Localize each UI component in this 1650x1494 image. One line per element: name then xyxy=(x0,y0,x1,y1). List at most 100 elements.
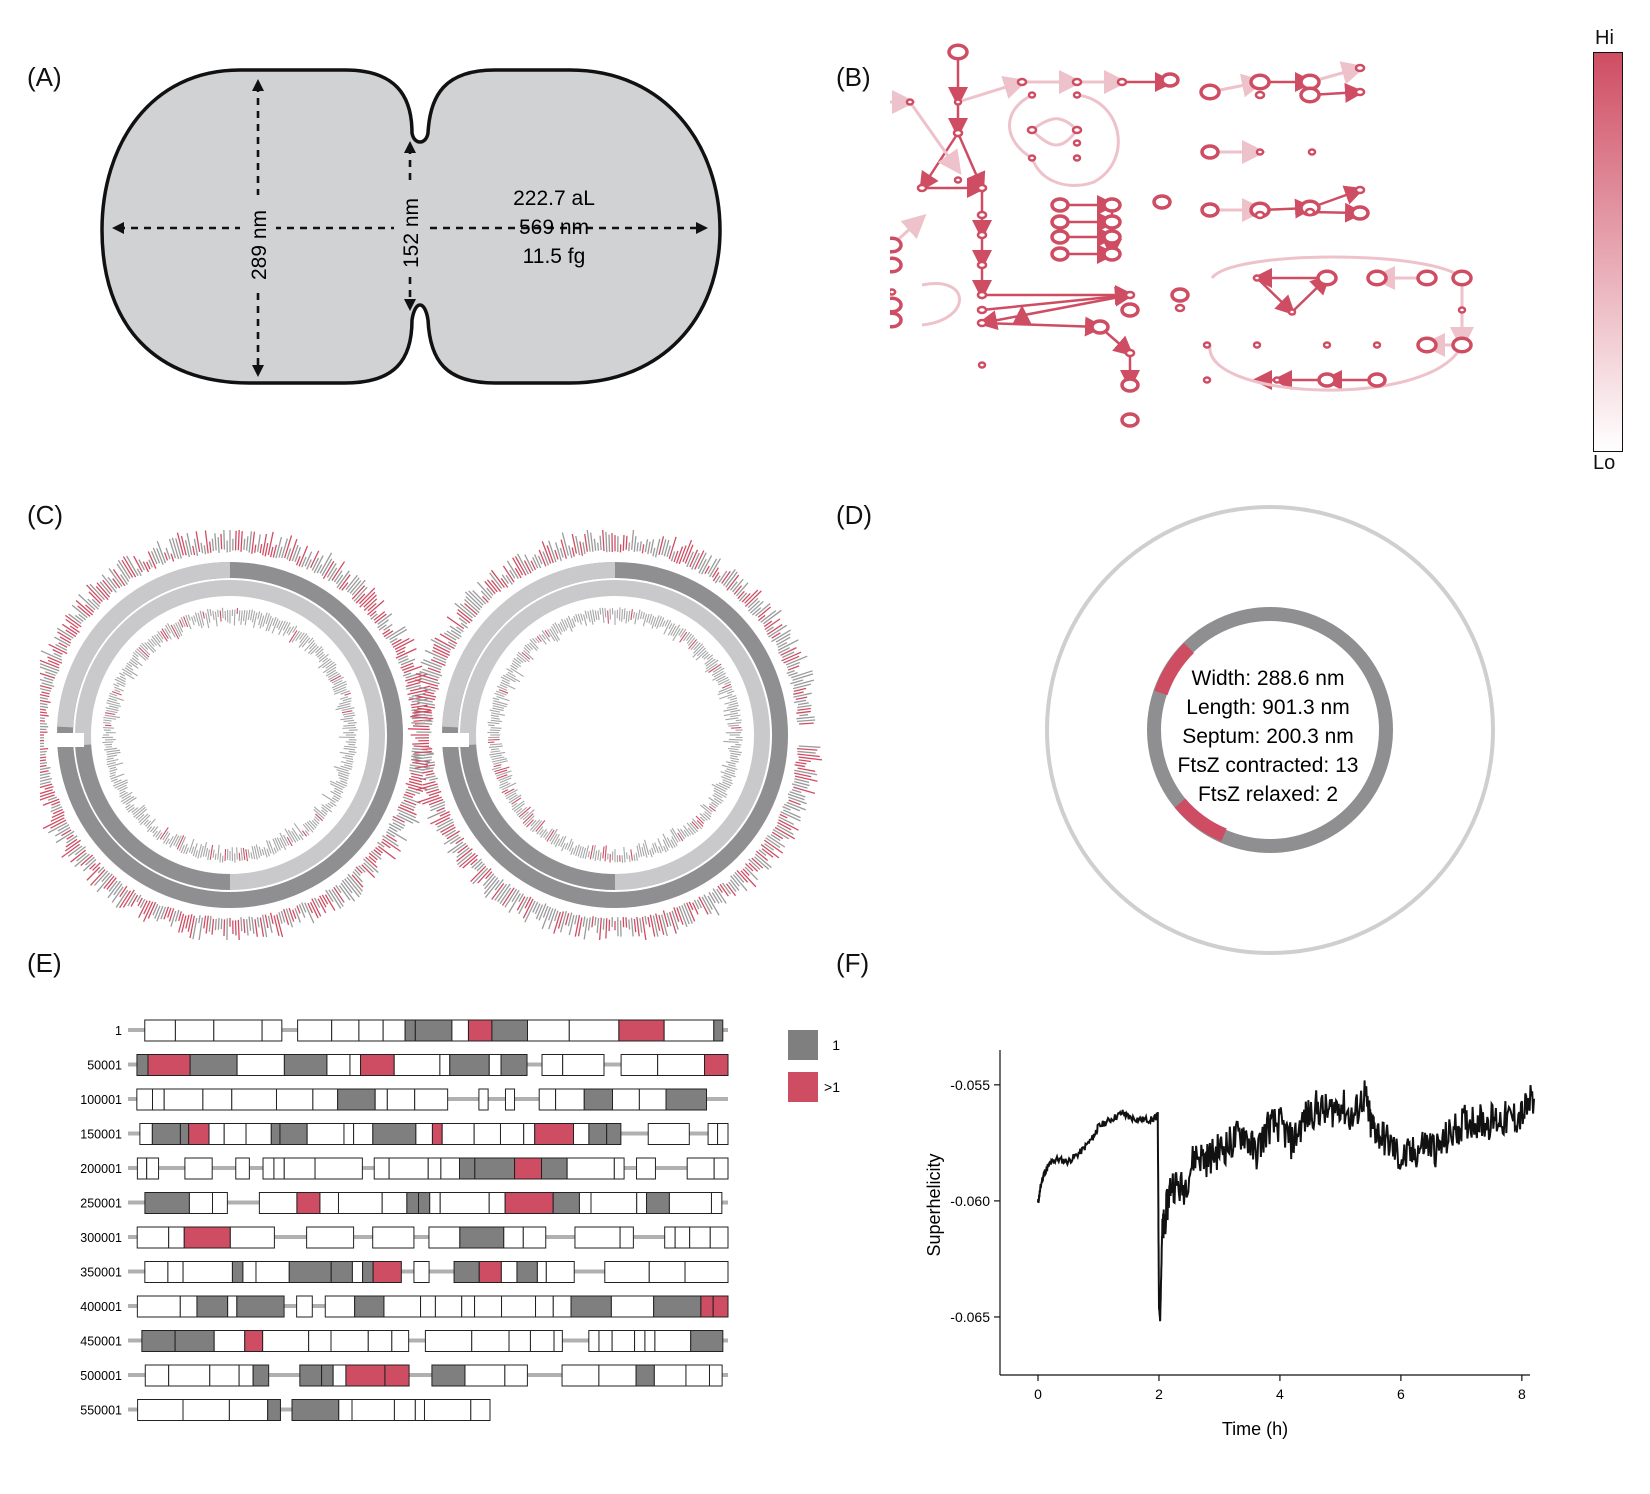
gene-tick xyxy=(692,902,699,915)
gene-tick xyxy=(512,557,524,576)
gene-tick xyxy=(764,618,781,631)
gene-tick xyxy=(580,613,584,621)
gene-tick xyxy=(779,813,788,819)
mass-label: 11.5 fg xyxy=(523,245,586,268)
gene-block xyxy=(360,1054,395,1076)
gene-tick xyxy=(257,611,261,620)
gene-tick xyxy=(457,844,469,854)
gene-tick xyxy=(490,727,502,729)
gene-block xyxy=(213,1330,246,1352)
gene-tick xyxy=(530,560,537,571)
gene-block xyxy=(634,1330,646,1352)
gene-block xyxy=(255,1261,290,1283)
metabolite-node xyxy=(1160,72,1180,88)
gene-tick xyxy=(414,759,432,763)
gene-block xyxy=(168,1226,185,1249)
gene-tick xyxy=(730,757,739,761)
metabolite-node xyxy=(1072,139,1082,147)
gene-tick xyxy=(152,830,158,837)
gene-tick xyxy=(355,593,366,604)
gene-tick xyxy=(417,794,440,804)
gene-tick xyxy=(256,534,261,552)
gene-tick xyxy=(315,813,324,822)
gene-tick xyxy=(55,643,68,651)
gene-tick xyxy=(711,667,725,676)
gene-tick xyxy=(40,756,47,759)
gene-tick xyxy=(760,610,777,623)
gene-tick xyxy=(382,835,399,847)
gene-tick xyxy=(74,614,84,622)
gene-tick xyxy=(106,709,118,714)
gene-tick xyxy=(396,650,406,656)
gene-block xyxy=(188,1192,213,1214)
gene-tick xyxy=(67,845,83,857)
gene-tick xyxy=(106,749,121,753)
gene-tick xyxy=(391,638,402,646)
gene-block xyxy=(391,1330,410,1352)
gene-tick xyxy=(386,834,398,843)
gene-tick xyxy=(295,632,302,642)
gene-block xyxy=(523,1123,536,1145)
gene-tick xyxy=(133,555,143,573)
metabolite-node xyxy=(1202,341,1212,349)
gene-block xyxy=(431,1123,443,1145)
gene-tick xyxy=(340,780,348,785)
gene-tick xyxy=(195,531,201,552)
gene-tick xyxy=(697,552,707,570)
gene-block xyxy=(312,1088,339,1111)
gene-block xyxy=(306,1226,355,1249)
gene-tick xyxy=(456,847,470,858)
gene-tick xyxy=(272,838,279,852)
metabolite-node xyxy=(1120,377,1140,393)
gene-tick xyxy=(106,699,120,705)
gene-block xyxy=(374,1088,388,1111)
gene-tick xyxy=(729,879,740,891)
gene-tick xyxy=(146,826,153,833)
gene-tick xyxy=(349,580,362,594)
gene-tick xyxy=(129,659,138,666)
gene-tick xyxy=(407,678,422,684)
gene-tick xyxy=(490,754,502,758)
gene-tick xyxy=(322,663,337,674)
gene-tick xyxy=(103,726,115,729)
gene-tick xyxy=(351,579,366,596)
gene-tick xyxy=(742,868,750,876)
gene-tick xyxy=(491,882,505,900)
gene-tick xyxy=(291,830,299,842)
gene-tick xyxy=(623,847,626,863)
gene-block xyxy=(338,1399,353,1421)
gene-tick xyxy=(154,905,161,919)
gene-tick xyxy=(187,914,193,932)
gene-tick xyxy=(145,820,152,827)
gene-block xyxy=(474,1295,503,1318)
gene-tick xyxy=(521,651,531,660)
gene-tick xyxy=(338,885,351,901)
gene-tick xyxy=(282,834,290,846)
gene-tick xyxy=(299,633,308,644)
gene-tick xyxy=(490,743,503,746)
gene-tick xyxy=(516,806,528,816)
gene-tick xyxy=(594,850,598,862)
gene-tick xyxy=(294,546,302,562)
gene-tick xyxy=(449,836,462,845)
gene-tick xyxy=(309,642,316,650)
gene-block xyxy=(297,1019,333,1042)
metabolite-node xyxy=(1120,412,1140,428)
gene-tick xyxy=(430,686,439,690)
gene-block xyxy=(262,1157,275,1180)
gene-block xyxy=(491,1019,529,1042)
gene-tick xyxy=(283,908,290,926)
gene-tick xyxy=(40,672,56,679)
gene-block xyxy=(261,1019,283,1042)
gene-tick xyxy=(147,551,157,569)
gene-block xyxy=(331,1019,360,1042)
gene-tick xyxy=(658,914,665,935)
gene-tick xyxy=(335,884,342,894)
gene-tick xyxy=(151,635,161,648)
gene-block xyxy=(461,1295,476,1318)
gene-tick xyxy=(508,794,518,801)
gene-tick xyxy=(714,575,721,584)
gene-tick xyxy=(717,676,729,684)
gene-tick xyxy=(175,622,183,637)
gene-tick xyxy=(708,805,716,812)
